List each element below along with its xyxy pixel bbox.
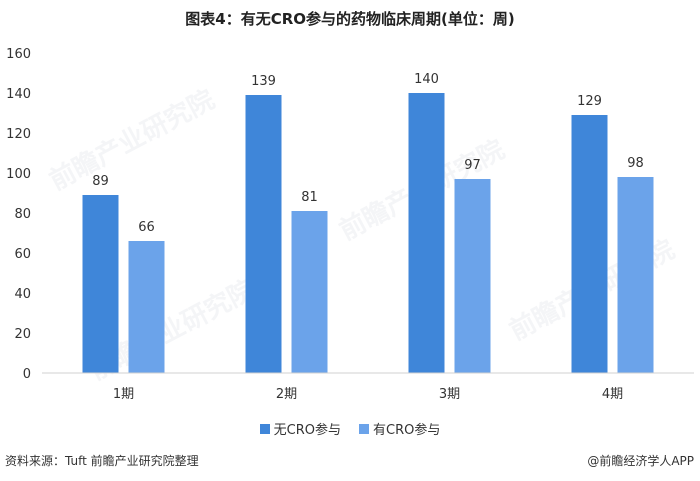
- y-tick-label: 20: [14, 327, 31, 342]
- x-axis: 1期 2期 3期 4期: [42, 372, 694, 402]
- legend-label-series-1: 无CRO参与: [273, 423, 341, 438]
- bar-series-2: [454, 179, 491, 373]
- x-tick-label: 3期: [439, 387, 460, 402]
- y-tick-label: 140: [6, 87, 31, 102]
- legend-swatch-series-1: [259, 423, 270, 434]
- bar-series-1: [245, 95, 282, 373]
- x-tick-label: 1期: [113, 387, 134, 402]
- source-note: 资料来源：Tuft 前瞻产业研究院整理: [5, 454, 199, 468]
- data-label: 139: [251, 74, 276, 89]
- data-label: 140: [414, 72, 439, 87]
- y-tick-label: 40: [14, 287, 31, 302]
- data-label: 66: [138, 220, 155, 235]
- bars: 89 66 139 81 140 97 129 98: [82, 72, 654, 373]
- y-tick-label: 100: [6, 167, 31, 182]
- bar-series-1: [82, 195, 119, 373]
- y-tick-label: 60: [14, 247, 31, 262]
- bar-series-2: [291, 211, 328, 373]
- data-label: 98: [627, 156, 644, 171]
- bar-series-2: [617, 177, 654, 373]
- legend-item-series-2: 有CRO参与: [359, 419, 440, 438]
- bar-series-1: [408, 93, 445, 373]
- data-label: 97: [464, 158, 481, 173]
- y-axis: 0 20 40 60 80 100 120 140 160: [6, 47, 31, 382]
- data-label: 129: [577, 94, 602, 109]
- y-tick-label: 160: [6, 47, 31, 62]
- legend: 无CRO参与 有CRO参与: [0, 419, 700, 438]
- y-tick-label: 120: [6, 127, 31, 142]
- x-tick-label: 2期: [276, 387, 297, 402]
- y-tick-label: 80: [14, 207, 31, 222]
- legend-swatch-series-2: [359, 423, 369, 434]
- data-label: 81: [301, 190, 318, 205]
- legend-label-series-2: 有CRO参与: [373, 423, 441, 438]
- x-tick-label: 4期: [602, 387, 623, 402]
- legend-item-series-1: 无CRO参与: [259, 419, 341, 438]
- chart-title: 图表4：有无CRO参与的药物临床周期(单位：周): [185, 10, 515, 28]
- bar-series-1: [571, 115, 608, 373]
- y-tick-label: 0: [23, 367, 31, 382]
- bar-series-2: [128, 241, 165, 373]
- credit-note: @前瞻经济学人APP: [587, 454, 694, 468]
- data-label: 89: [92, 174, 109, 189]
